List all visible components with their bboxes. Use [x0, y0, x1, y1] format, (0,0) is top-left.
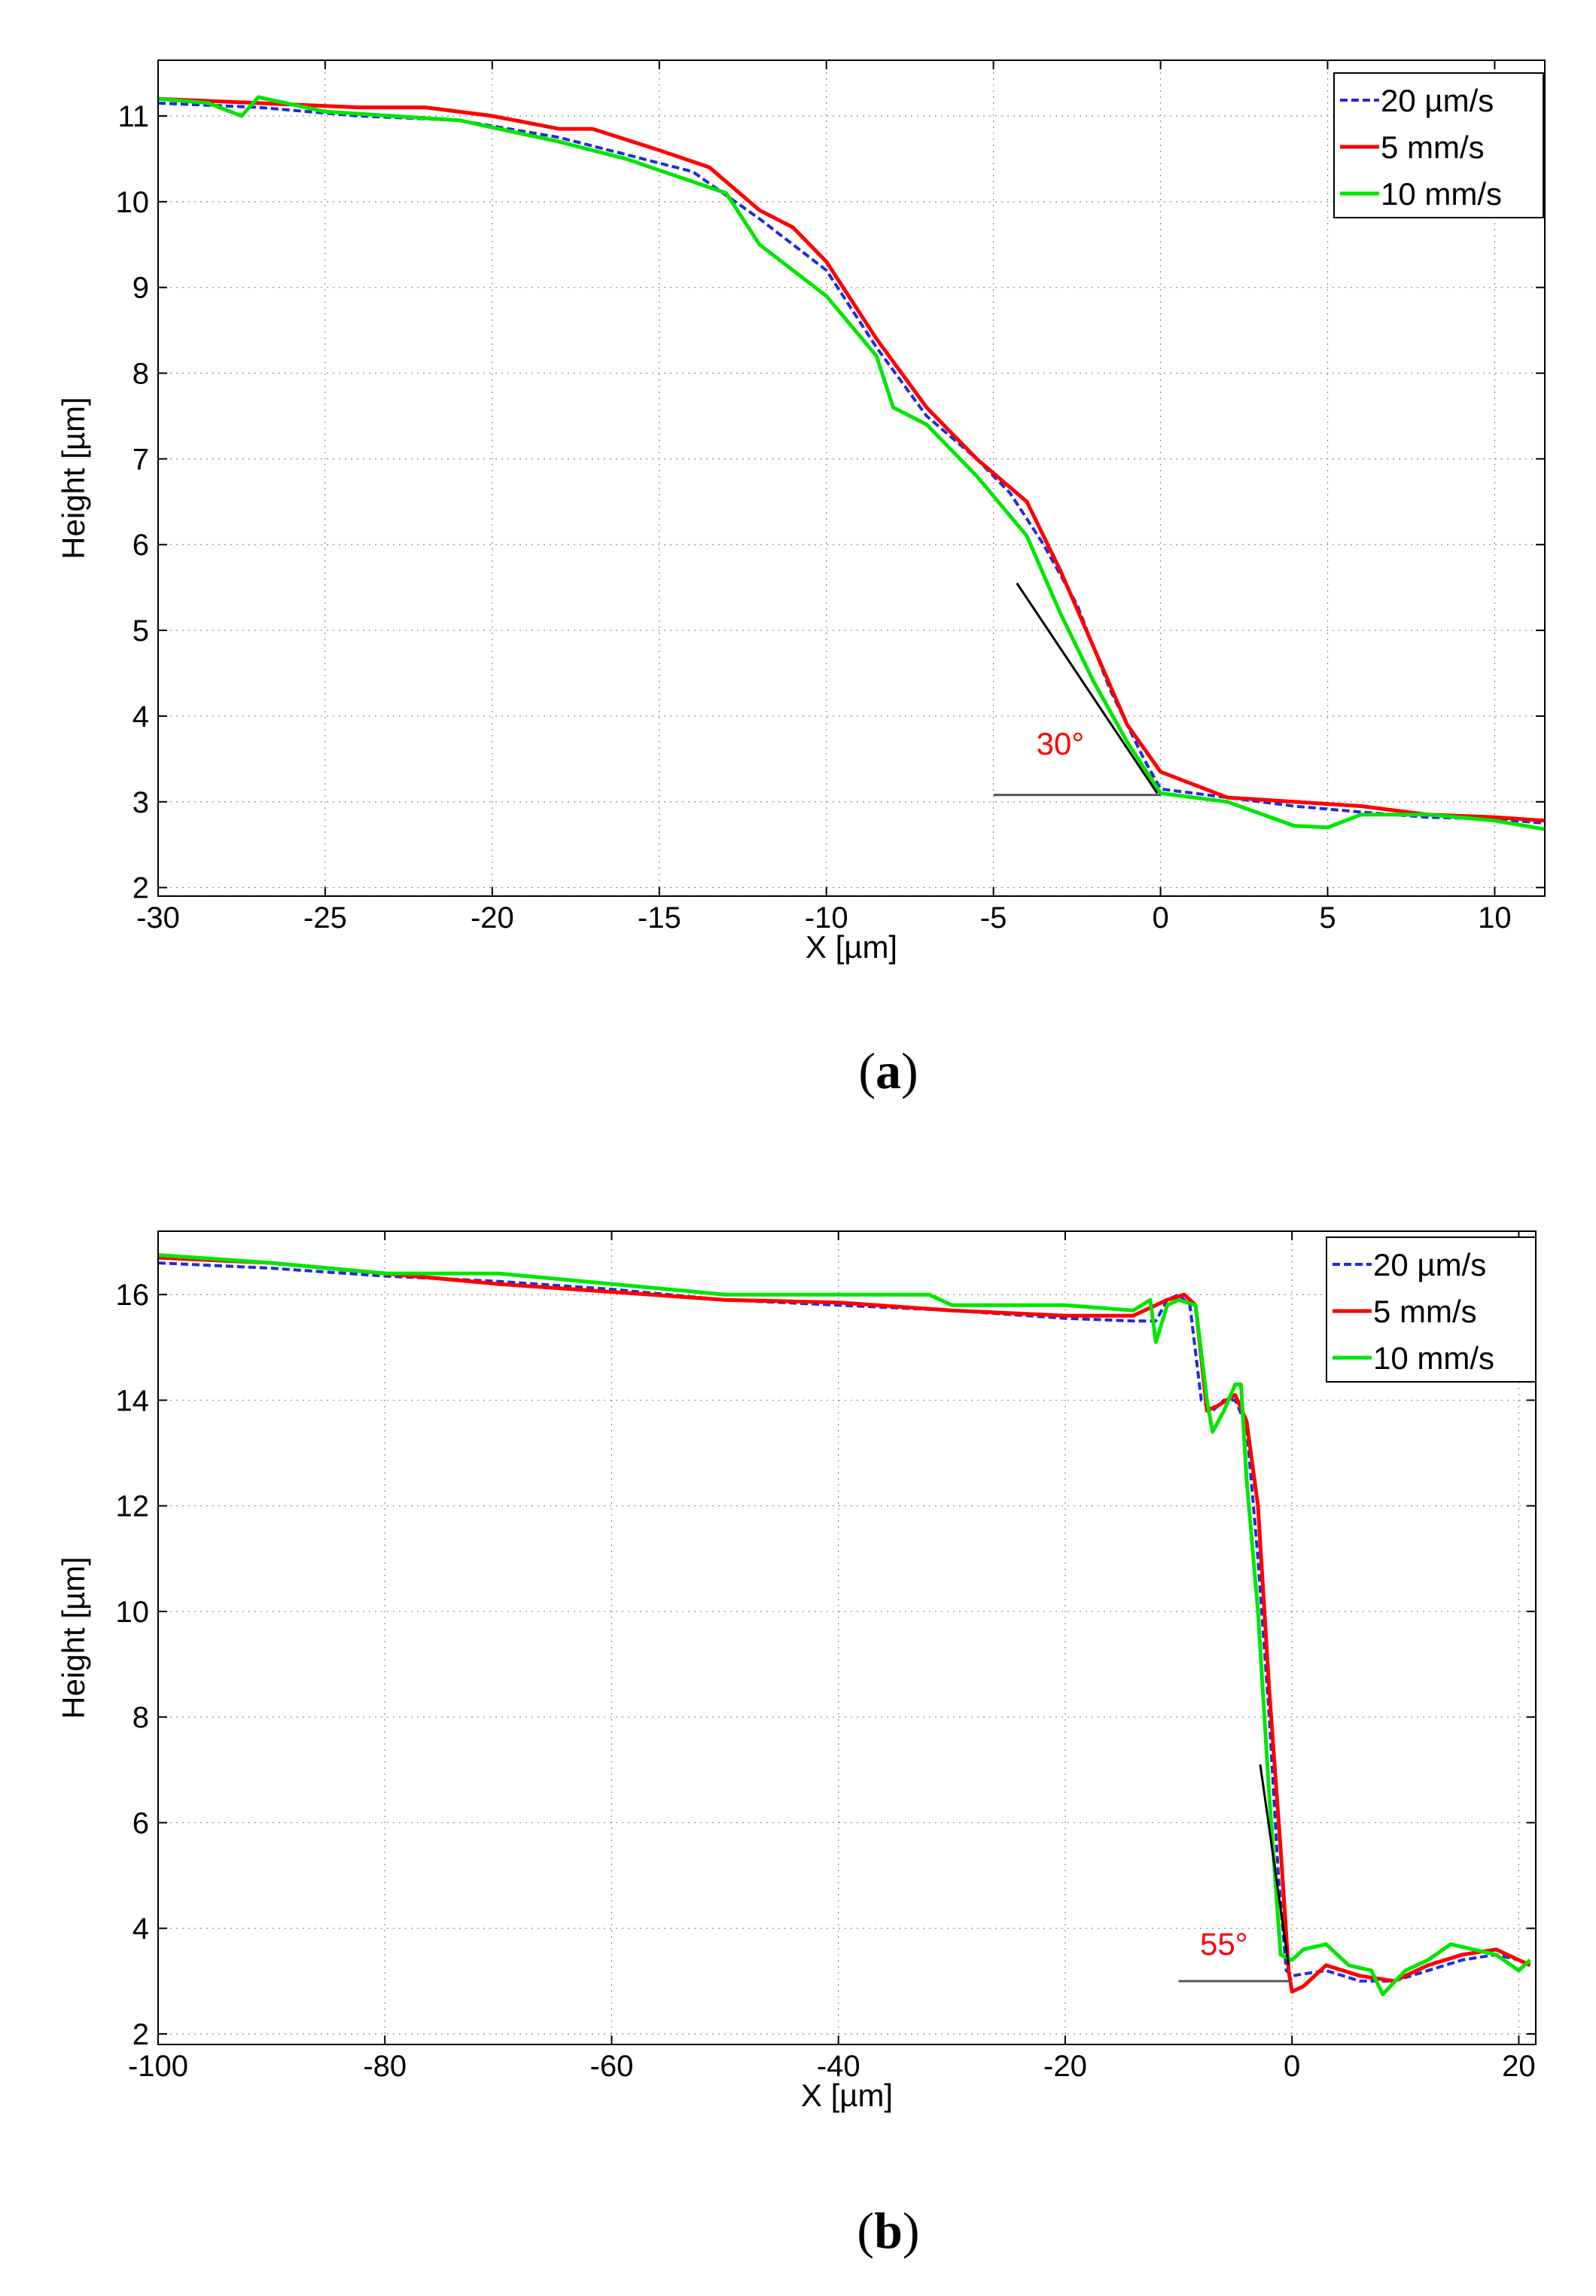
chart-a-ytick-label-1: 3 — [132, 786, 149, 819]
panel-a-label: (a) — [858, 1042, 918, 1099]
chart-a-ytick-label-6: 8 — [132, 358, 149, 391]
chart-a-legend-label-0: 20 µm/s — [1381, 83, 1494, 118]
panel-a-letter: a — [876, 1042, 901, 1099]
chart-b-plot-frame — [157, 1230, 1537, 2045]
chart-a-xtick-label-8: 10 — [1478, 901, 1512, 935]
chart-a-ytick-label-8: 10 — [116, 186, 150, 219]
chart-a-xtick-label-1: -25 — [303, 901, 347, 935]
chart-a-series-2-line — [157, 95, 1546, 831]
chart-b-xtick-label-3: -40 — [817, 2050, 860, 2083]
chart-b-legend-label-2: 10 mm/s — [1373, 1340, 1494, 1376]
chart-b-legend-label-1: 5 mm/s — [1373, 1294, 1477, 1329]
chart-a-xtick-label-6: 0 — [1152, 901, 1168, 935]
chart-a-grid — [157, 60, 1545, 896]
chart-b-series-0-line — [157, 1261, 1531, 1983]
chart-b-xtick-label-2: -60 — [590, 2050, 634, 2083]
chart-a-ytick-label-2: 4 — [132, 700, 149, 733]
chart-b-ytick-label-4: 10 — [116, 1596, 150, 1629]
chart-a-ytick-label-7: 9 — [132, 272, 149, 305]
chart-b-ytick-label-7: 16 — [116, 1279, 150, 1312]
chart-a: 30° -30 -25 -20 -15 -10 -5 0 5 10 2 3 4 5 6 7 8 9 10 11 X [µ… — [56, 59, 1546, 965]
chart-a-ytick-label-0: 2 — [132, 872, 149, 905]
chart-a-ytick-label-3: 5 — [132, 614, 149, 648]
chart-a-plot-frame — [157, 59, 1546, 897]
panel-b-label: (b) — [857, 2202, 919, 2259]
chart-a-xtick-label-4: -10 — [805, 901, 848, 935]
chart-a-legend: 20 µm/s 5 mm/s 10 mm/s — [1333, 72, 1544, 218]
chart-a-xtick-label-7: 5 — [1319, 901, 1336, 935]
chart-b-xaxis-title: X [µm] — [801, 2078, 893, 2113]
chart-a-xtick-label-5: -5 — [980, 901, 1007, 935]
chart-b-ytick-label-3: 8 — [132, 1701, 149, 1734]
chart-b-ytick-label-5: 12 — [116, 1490, 150, 1523]
chart-b: 55° -100 -80 -60 -40 -20 0 20 2 4 6 8 10 12 14 16 X [µm]… — [56, 1230, 1537, 2113]
chart-a-xtick-label-3: -15 — [638, 901, 681, 935]
chart-b-ytick-label-1: 4 — [132, 1913, 149, 1946]
chart-b-ytick-label-6: 14 — [116, 1384, 150, 1417]
chart-a-legend-label-2: 10 mm/s — [1381, 176, 1502, 212]
chart-b-xtick-label-4: -20 — [1043, 2050, 1087, 2083]
chart-b-series-1-line — [157, 1255, 1531, 1994]
chart-a-xtick-label-0: -30 — [136, 901, 180, 935]
chart-a-angle-slope-line — [1016, 582, 1159, 794]
chart-a-legend-label-1: 5 mm/s — [1381, 130, 1485, 165]
chart-b-ytick-label-0: 2 — [132, 2018, 149, 2051]
panel-b-letter: b — [874, 2202, 903, 2259]
chart-b-xtick-label-0: -100 — [128, 2050, 188, 2083]
chart-a-ytick-label-5: 7 — [132, 443, 149, 476]
chart-b-yaxis-title: Height [µm] — [56, 1557, 91, 1719]
chart-b-xtick-label-1: -80 — [363, 2050, 407, 2083]
chart-a-xtick-label-2: -20 — [471, 901, 514, 935]
chart-b-legend-label-0: 20 µm/s — [1373, 1247, 1486, 1282]
chart-a-series-0-line — [157, 101, 1546, 825]
chart-a-xaxis-title: X [µm] — [806, 929, 897, 965]
chart-a-ytick-label-4: 6 — [132, 529, 149, 562]
chart-b-series-2-line — [157, 1253, 1532, 1996]
chart-b-angle-slope-line — [1259, 1764, 1290, 1966]
chart-b-xtick-label-5: 0 — [1284, 2050, 1300, 2083]
chart-a-ytick-label-9: 11 — [117, 100, 149, 133]
chart-a-yaxis-title: Height [µm] — [56, 397, 91, 560]
chart-a-angle-label: 30° — [1037, 726, 1085, 761]
chart-a-series-1-line — [157, 96, 1546, 823]
chart-b-xtick-label-6: 20 — [1502, 2050, 1536, 2083]
chart-b-angle-label: 55° — [1200, 1926, 1248, 1962]
chart-b-ytick-label-2: 6 — [132, 1807, 149, 1840]
chart-b-grid — [157, 1231, 1536, 2044]
chart-b-legend: 20 µm/s 5 mm/s 10 mm/s — [1326, 1236, 1537, 1383]
